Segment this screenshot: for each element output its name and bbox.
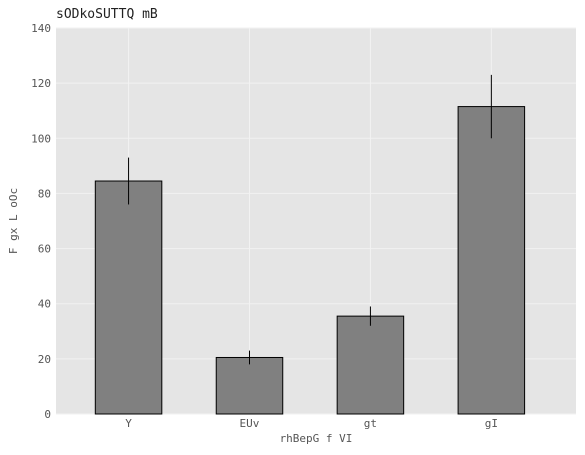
error-bars xyxy=(128,74,492,365)
x-ticks: Y EUv gt gI xyxy=(125,417,498,430)
y-tick-label: 40 xyxy=(38,298,51,311)
bar xyxy=(336,315,405,415)
y-axis-label: F gx L oOc xyxy=(7,188,20,254)
y-ticks: 0 20 40 60 80 100 120 140 xyxy=(31,22,51,421)
y-tick-label: 60 xyxy=(38,243,51,256)
bar xyxy=(215,356,284,415)
x-axis-label: rhBepG f VI xyxy=(280,432,353,445)
x-tick-label: gt xyxy=(364,417,377,430)
y-tick-label: 20 xyxy=(38,353,51,366)
y-tick-label: 80 xyxy=(38,187,51,200)
x-tick-label: EUv xyxy=(240,417,260,430)
y-tick-label: 0 xyxy=(44,408,51,421)
x-tick-label: Y xyxy=(125,417,132,430)
bar xyxy=(457,106,526,415)
y-tick-label: 120 xyxy=(31,77,51,90)
x-tick-label: gI xyxy=(485,417,498,430)
y-tick-label: 140 xyxy=(31,22,51,35)
bar xyxy=(94,180,163,415)
y-tick-label: 100 xyxy=(31,132,51,145)
chart-title: sODkoSUTTQ mB xyxy=(56,7,158,22)
bars xyxy=(94,106,526,415)
